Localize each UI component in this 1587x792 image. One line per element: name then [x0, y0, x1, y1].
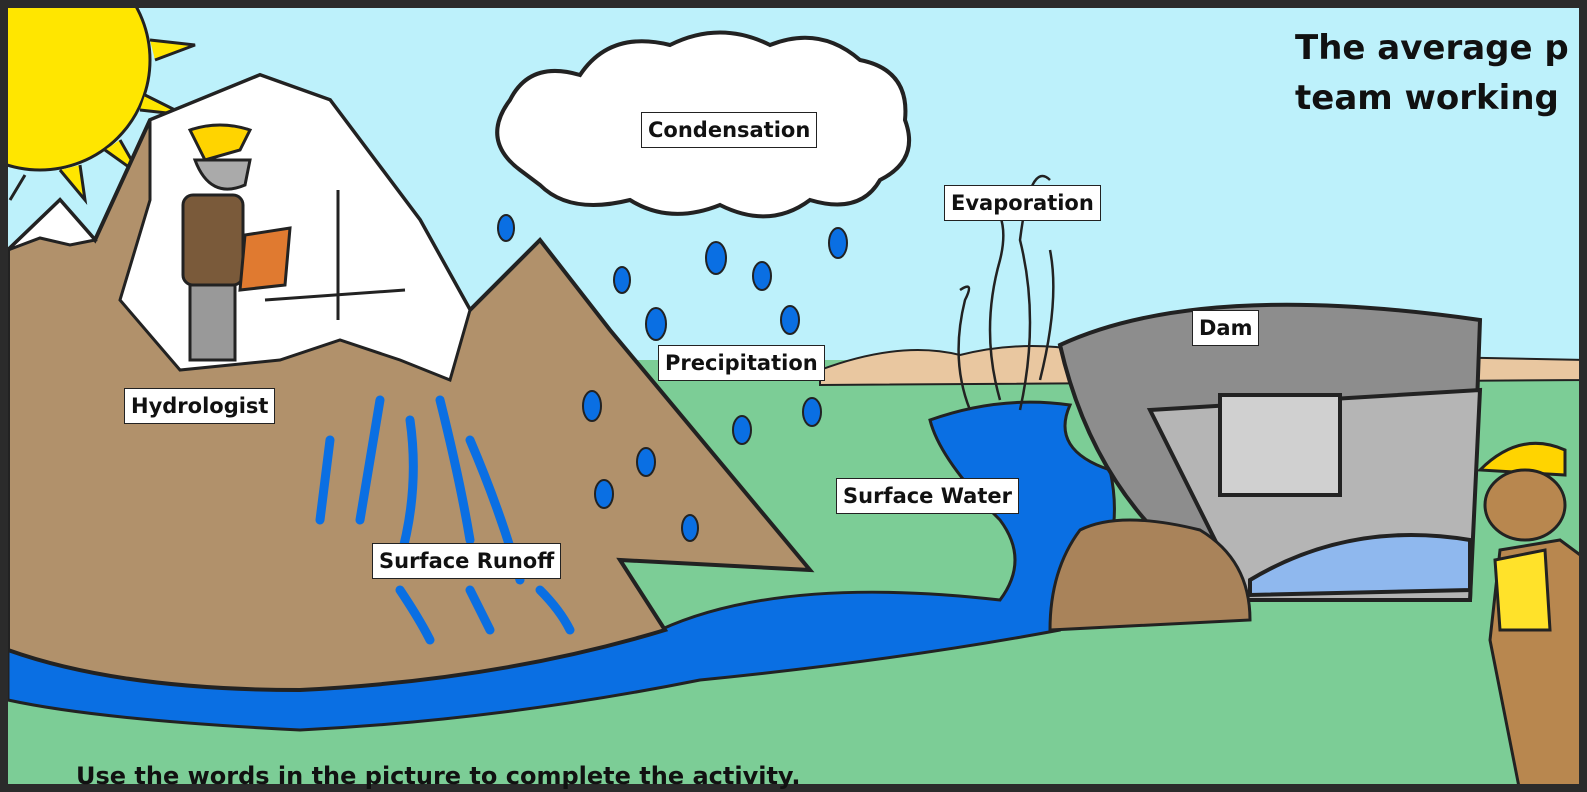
word-label: Condensation [641, 112, 817, 148]
page: The average p team working Condensation E… [0, 0, 1587, 792]
word-label: Surface Water [836, 478, 1019, 514]
word-label: Evaporation [944, 185, 1101, 221]
word-label: Surface Runoff [372, 543, 561, 579]
header-line: The average p [1295, 28, 1569, 68]
word-label: Dam [1192, 310, 1259, 346]
footer-instruction: Use the words in the picture to complete… [76, 762, 800, 790]
header-line: team working [1295, 78, 1559, 118]
word-label: Hydrologist [124, 388, 275, 424]
word-label: Precipitation [658, 345, 825, 381]
